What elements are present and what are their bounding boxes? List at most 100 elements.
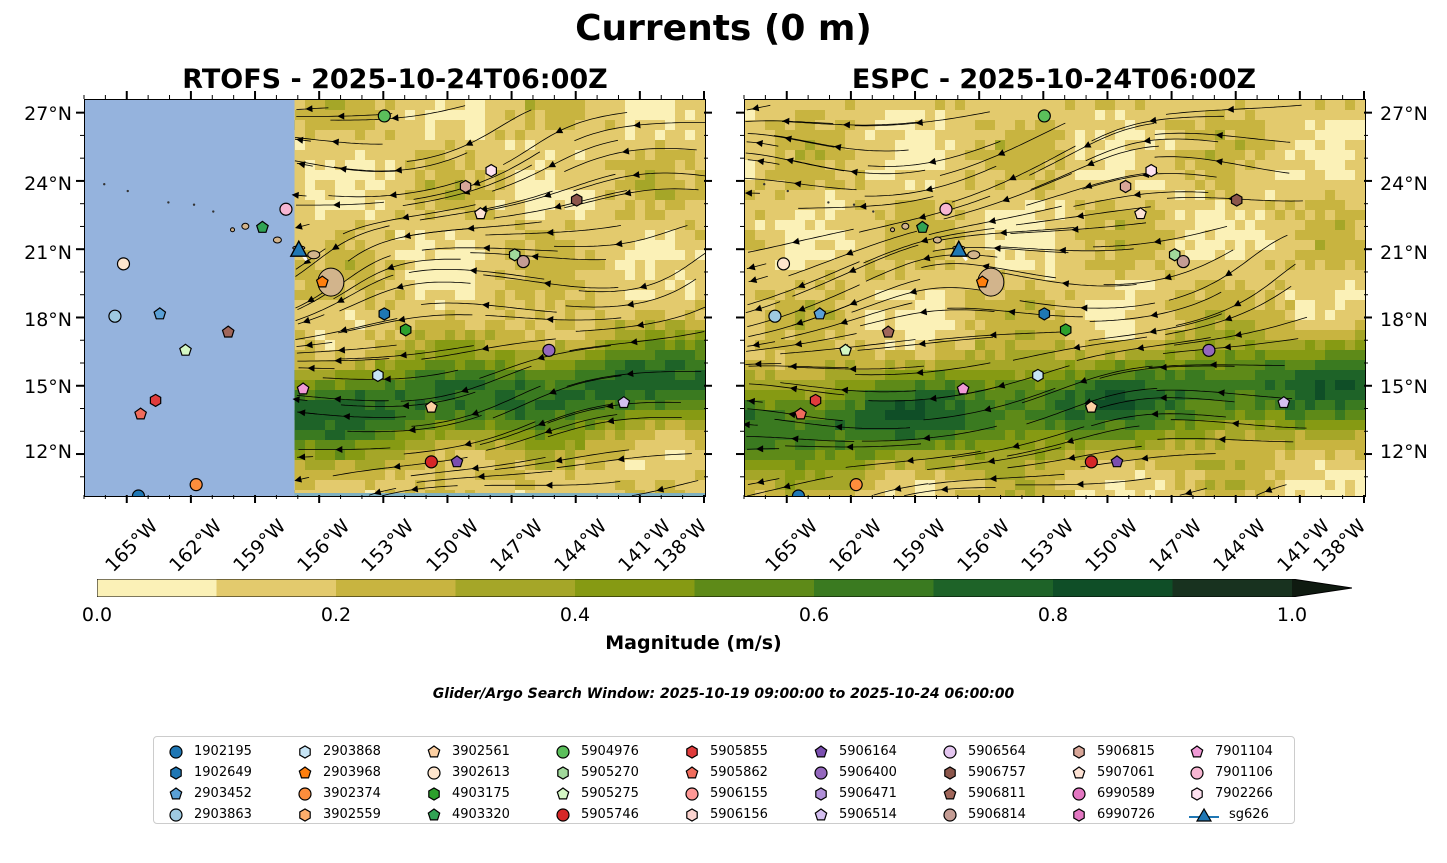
float-5904976[interactable] bbox=[1037, 109, 1051, 123]
float-5905275[interactable] bbox=[839, 343, 852, 356]
float-3902561[interactable] bbox=[424, 400, 438, 413]
float-5906400[interactable] bbox=[542, 343, 556, 357]
ytick-right-24n: 24°N bbox=[1380, 173, 1428, 195]
float-5906757[interactable] bbox=[1230, 193, 1243, 207]
float-5907061[interactable] bbox=[1134, 207, 1147, 220]
float-7901104[interactable] bbox=[296, 382, 310, 395]
float-1902649[interactable] bbox=[378, 307, 391, 321]
legend-symbol[interactable] bbox=[427, 807, 441, 820]
float-5906400[interactable] bbox=[1202, 343, 1216, 357]
legend-symbol[interactable] bbox=[557, 765, 569, 780]
legend-symbol[interactable] bbox=[943, 744, 957, 759]
legend-symbol[interactable] bbox=[686, 807, 698, 822]
float-7901104[interactable] bbox=[956, 382, 970, 395]
float-5906815[interactable] bbox=[459, 179, 472, 194]
legend-symbol[interactable] bbox=[556, 744, 570, 759]
float-5906811[interactable] bbox=[881, 325, 895, 338]
legend-symbol[interactable] bbox=[169, 807, 183, 822]
float-3902613[interactable] bbox=[116, 257, 131, 271]
legend-symbol[interactable] bbox=[943, 786, 957, 799]
float-2903968[interactable] bbox=[315, 275, 329, 288]
float-3902374[interactable] bbox=[189, 478, 203, 492]
float-5905270[interactable] bbox=[1168, 248, 1181, 262]
float-4903320[interactable] bbox=[915, 220, 929, 233]
float-1902649[interactable] bbox=[1038, 307, 1051, 321]
float-5906815[interactable] bbox=[1119, 179, 1132, 194]
legend-symbol[interactable] bbox=[428, 786, 440, 801]
float-5907061[interactable] bbox=[474, 207, 487, 220]
float-5905746[interactable] bbox=[1084, 455, 1098, 469]
legend-symbol[interactable] bbox=[685, 765, 699, 778]
float-2903968[interactable] bbox=[975, 275, 989, 288]
float-5905270[interactable] bbox=[508, 248, 521, 262]
legend-marker-pentagon bbox=[1072, 765, 1086, 778]
legend-symbol[interactable] bbox=[1191, 786, 1203, 801]
float-7902266[interactable] bbox=[485, 163, 497, 178]
float-7901106[interactable] bbox=[279, 202, 293, 216]
legend-symbol[interactable] bbox=[814, 765, 828, 780]
float-2903868[interactable] bbox=[1032, 368, 1044, 383]
float-5905746[interactable] bbox=[424, 455, 438, 469]
legend-symbol[interactable] bbox=[944, 765, 956, 780]
legend-symbol[interactable] bbox=[1072, 786, 1086, 801]
legend-marker-hexagon bbox=[1073, 807, 1085, 822]
float-3902561[interactable] bbox=[1084, 400, 1098, 413]
legend-symbol[interactable] bbox=[814, 744, 828, 757]
float-5906814[interactable] bbox=[1176, 254, 1190, 269]
float-5905855[interactable] bbox=[149, 393, 162, 408]
float-5906814[interactable] bbox=[516, 254, 530, 269]
float-1902195[interactable] bbox=[131, 489, 146, 496]
float-5906164[interactable] bbox=[1110, 455, 1124, 468]
float-5906514[interactable] bbox=[1277, 395, 1291, 409]
float-5906757[interactable] bbox=[570, 193, 583, 207]
float-2903452[interactable] bbox=[813, 307, 827, 320]
legend-symbol[interactable] bbox=[1073, 807, 1085, 822]
legend-symbol[interactable] bbox=[1073, 744, 1085, 759]
float-7901106[interactable] bbox=[939, 202, 953, 216]
legend-symbol[interactable] bbox=[169, 786, 183, 799]
float-5906811[interactable] bbox=[221, 325, 235, 338]
legend-symbol[interactable] bbox=[169, 744, 183, 759]
float-5905855[interactable] bbox=[809, 393, 822, 408]
legend-symbol[interactable] bbox=[556, 807, 570, 822]
float-2903868[interactable] bbox=[372, 368, 384, 383]
float-5905862[interactable] bbox=[134, 407, 148, 420]
float-2903863[interactable] bbox=[768, 309, 782, 323]
legend-symbol[interactable] bbox=[1190, 765, 1204, 780]
legend-label: 1902195 bbox=[194, 744, 252, 759]
legend-marker-circle bbox=[814, 765, 828, 780]
legend-symbol[interactable] bbox=[427, 765, 441, 780]
float-4903320[interactable] bbox=[255, 220, 269, 233]
map-panel-rtofs[interactable] bbox=[84, 99, 706, 497]
float-1902195[interactable] bbox=[791, 489, 806, 496]
glider-sg626[interactable] bbox=[289, 239, 308, 257]
legend-symbol[interactable] bbox=[943, 807, 957, 822]
glider-sg626[interactable] bbox=[949, 239, 968, 257]
legend-symbol[interactable] bbox=[814, 807, 828, 820]
float-5904976[interactable] bbox=[377, 109, 391, 123]
float-5906164[interactable] bbox=[450, 455, 464, 468]
float-5905275[interactable] bbox=[179, 343, 192, 356]
legend-symbol[interactable] bbox=[1072, 765, 1086, 778]
float-3902374[interactable] bbox=[849, 478, 863, 492]
float-4903175[interactable] bbox=[399, 323, 412, 337]
legend-symbol[interactable] bbox=[427, 744, 441, 757]
legend-symbol[interactable] bbox=[1190, 744, 1204, 757]
legend-symbol[interactable] bbox=[299, 807, 311, 822]
legend-symbol[interactable] bbox=[299, 744, 311, 759]
legend-symbol[interactable] bbox=[170, 765, 182, 780]
float-3902613[interactable] bbox=[776, 257, 791, 271]
legend-symbol[interactable] bbox=[298, 765, 312, 778]
float-2903452[interactable] bbox=[153, 307, 167, 320]
legend-symbol[interactable] bbox=[556, 786, 570, 799]
float-2903863[interactable] bbox=[108, 309, 122, 323]
legend-symbol[interactable] bbox=[686, 744, 698, 759]
float-5905862[interactable] bbox=[794, 407, 808, 420]
legend-symbol[interactable] bbox=[685, 786, 699, 801]
float-4903175[interactable] bbox=[1059, 323, 1072, 337]
legend-symbol[interactable] bbox=[815, 786, 827, 801]
float-5906514[interactable] bbox=[617, 395, 631, 409]
map-panel-espc[interactable] bbox=[744, 99, 1366, 497]
legend-symbol[interactable] bbox=[298, 786, 312, 801]
float-7902266[interactable] bbox=[1145, 163, 1157, 178]
